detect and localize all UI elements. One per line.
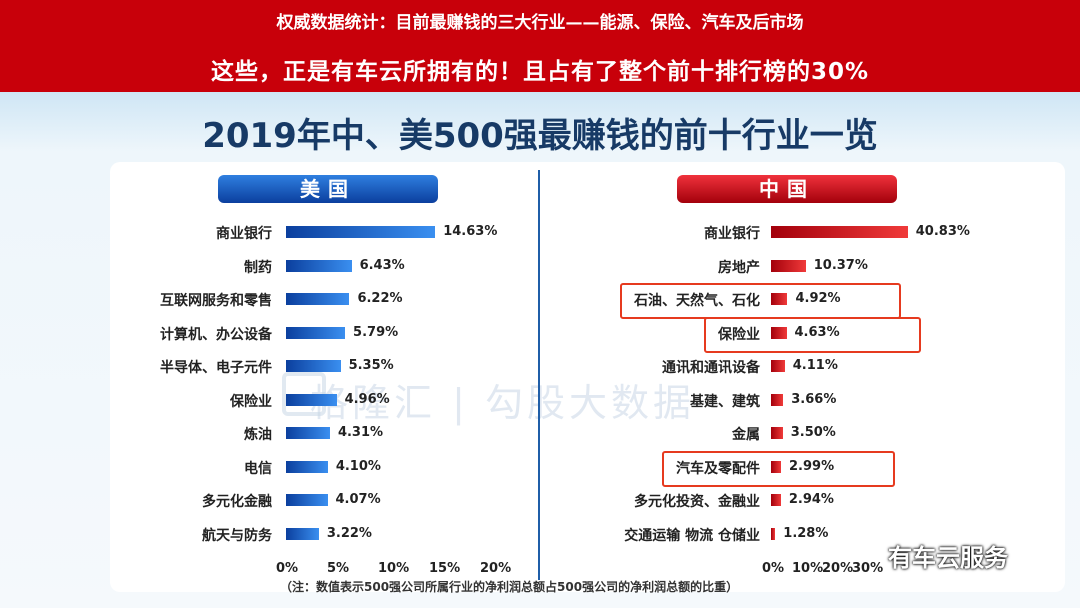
badge-text: 有车云服务 bbox=[888, 544, 1008, 572]
us-value-label: 6.22% bbox=[357, 291, 403, 306]
banner-line-1: 权威数据统计：目前最赚钱的三大行业——能源、保险、汽车及后市场 bbox=[276, 13, 804, 33]
wechat-icon bbox=[858, 543, 882, 562]
cn-value-label: 4.92% bbox=[795, 291, 841, 306]
us-bar bbox=[286, 393, 337, 406]
us-bar bbox=[286, 259, 352, 272]
cn-category-label: 汽车及零配件 bbox=[676, 460, 760, 477]
cn-value-label: 4.63% bbox=[794, 324, 840, 340]
us-x-tick: 15% bbox=[429, 561, 461, 576]
footnote: （注：数值表示500强公司所属行业的净利润总额占500强公司的净利润总额的比重） bbox=[280, 580, 739, 594]
cn-value-label: 3.66% bbox=[791, 391, 837, 407]
cn-bar bbox=[771, 460, 782, 473]
us-bar bbox=[286, 326, 346, 339]
us-bar bbox=[286, 494, 328, 506]
cn-bar bbox=[771, 360, 785, 372]
cn-category-label: 金属 bbox=[732, 427, 760, 443]
cn-category-label: 商业银行 bbox=[704, 226, 760, 242]
us-bar bbox=[286, 293, 350, 305]
us-x-tick: 20% bbox=[480, 561, 512, 576]
us-bar bbox=[286, 527, 319, 540]
cn-category-label: 基建、建筑 bbox=[690, 393, 760, 410]
us-value-label: 14.63% bbox=[443, 224, 498, 239]
cn-category-label: 石油、天然气、石化 bbox=[634, 293, 760, 309]
us-value-label: 5.79% bbox=[353, 324, 399, 340]
us-value-label: 3.22% bbox=[326, 525, 372, 541]
cn-chart-title: 中国 bbox=[677, 175, 897, 203]
cn-value-label: 3.50% bbox=[790, 425, 836, 440]
us-x-tick: 10% bbox=[378, 561, 410, 576]
us-chart-title: 美国 bbox=[218, 175, 438, 203]
us-category-label: 互联网服务和零售 bbox=[160, 293, 272, 309]
cn-category-label: 多元化投资、金融业 bbox=[634, 494, 760, 510]
watermark-sub: 勾股大数据 bbox=[484, 381, 695, 425]
us-value-label: 4.10% bbox=[335, 458, 381, 474]
us-category-label: 航天与防务 bbox=[202, 527, 272, 544]
us-value-label: 4.07% bbox=[335, 492, 381, 507]
us-x-tick: 0% bbox=[276, 561, 299, 576]
cn-category-label: 房地产 bbox=[718, 259, 760, 276]
us-bar bbox=[286, 226, 436, 238]
us-category-label: 制药 bbox=[244, 259, 272, 276]
cn-value-label: 4.11% bbox=[792, 358, 838, 373]
cn-bar bbox=[771, 527, 776, 540]
us-value-label: 6.43% bbox=[359, 257, 405, 273]
us-bar bbox=[286, 460, 328, 473]
cn-value-label: 10.37% bbox=[813, 257, 868, 273]
us-value-label: 4.96% bbox=[344, 391, 390, 407]
us-bar bbox=[286, 360, 341, 372]
cn-x-tick: 0% bbox=[762, 561, 785, 576]
us-value-label: 4.31% bbox=[337, 425, 384, 440]
us-category-label: 炼油 bbox=[244, 427, 272, 443]
cn-highlight-box bbox=[620, 283, 902, 319]
us-bar bbox=[286, 427, 330, 439]
top-banner: 权威数据统计：目前最赚钱的三大行业——能源、保险、汽车及后市场 这些，正是有车云… bbox=[0, 0, 1080, 92]
cn-bar bbox=[771, 226, 908, 238]
cn-category-label: 交通运输 物流 仓储业 bbox=[624, 527, 760, 544]
cn-category-label: 保险业 bbox=[718, 326, 760, 343]
chart-divider bbox=[538, 170, 540, 580]
cn-x-tick: 30% bbox=[852, 561, 884, 576]
us-category-label: 计算机、办公设备 bbox=[160, 326, 272, 343]
cn-highlight-box bbox=[704, 316, 921, 353]
cn-bar bbox=[771, 494, 781, 506]
us-category-label: 商业银行 bbox=[216, 226, 272, 242]
cn-bar bbox=[771, 427, 783, 439]
us-x-tick: 5% bbox=[327, 561, 350, 576]
cn-value-label: 40.83% bbox=[915, 224, 970, 239]
us-category-label: 多元化金融 bbox=[202, 494, 272, 510]
cn-highlight-box bbox=[662, 450, 896, 487]
us-category-label: 保险业 bbox=[230, 393, 272, 410]
cn-bar bbox=[771, 293, 788, 305]
cn-bar bbox=[771, 259, 806, 272]
us-value-label: 5.35% bbox=[348, 358, 394, 373]
cn-bar bbox=[771, 393, 784, 406]
cn-x-tick: 10% bbox=[792, 561, 824, 576]
watermark-text: 格隆汇 | 勾股大数据 bbox=[310, 381, 695, 425]
us-category-label: 半导体、电子元件 bbox=[160, 360, 272, 376]
cn-bar bbox=[771, 326, 787, 339]
cn-category-label: 通讯和通讯设备 bbox=[662, 360, 760, 376]
cn-x-tick: 20% bbox=[822, 561, 854, 576]
banner-line-2: 这些，正是有车云所拥有的！且占有了整个前十排行榜的30% bbox=[210, 59, 870, 85]
us-category-label: 电信 bbox=[244, 460, 272, 477]
cn-value-label: 2.99% bbox=[789, 458, 835, 474]
slide: 2019年中、美500强最赚钱的前十行业一览 bbox=[0, 92, 1080, 608]
cn-value-label: 2.94% bbox=[788, 492, 834, 507]
slide-title: 2019年中、美500强最赚钱的前十行业一览 bbox=[202, 116, 878, 156]
cn-value-label: 1.28% bbox=[783, 525, 829, 541]
